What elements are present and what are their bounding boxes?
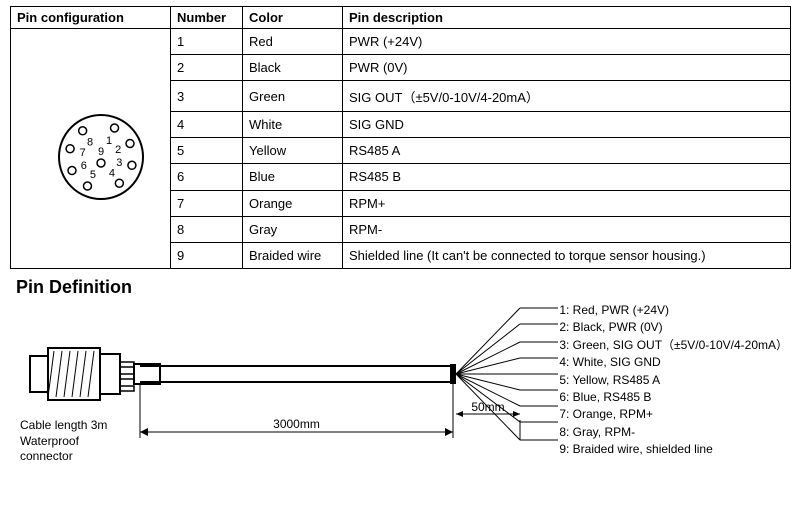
wire-label: 8: Gray, RPM- bbox=[559, 424, 788, 441]
cell-color: Blue bbox=[243, 164, 343, 190]
cell-number: 8 bbox=[171, 216, 243, 242]
wire-label: 3: Green, SIG OUT（±5V/0-10V/4-20mA） bbox=[559, 337, 788, 354]
wire-label: 5: Yellow, RS485 A bbox=[559, 372, 788, 389]
pin-definition-title: Pin Definition bbox=[16, 277, 790, 298]
cable-note: Cable length 3m Waterproof connector bbox=[20, 418, 107, 465]
cell-number: 9 bbox=[171, 242, 243, 268]
wire-label: 6: Blue, RS485 B bbox=[559, 389, 788, 406]
wire-labels: 1: Red, PWR (+24V)2: Black, PWR (0V)3: G… bbox=[559, 302, 788, 459]
cell-number: 3 bbox=[171, 81, 243, 112]
th-desc: Pin description bbox=[343, 7, 791, 29]
wire-label: 2: Black, PWR (0V) bbox=[559, 319, 788, 336]
pin-table: Pin configuration Number Color Pin descr… bbox=[10, 6, 791, 269]
svg-text:5: 5 bbox=[89, 169, 95, 181]
wire-label: 7: Orange, RPM+ bbox=[559, 406, 788, 423]
cell-desc: RS485 A bbox=[343, 138, 791, 164]
cell-color: Gray bbox=[243, 216, 343, 242]
cell-color: Orange bbox=[243, 190, 343, 216]
svg-text:9: 9 bbox=[97, 146, 103, 158]
cell-number: 1 bbox=[171, 29, 243, 55]
cell-desc: SIG OUT（±5V/0-10V/4-20mA） bbox=[343, 81, 791, 112]
cell-color: Black bbox=[243, 55, 343, 81]
cell-desc: SIG GND bbox=[343, 112, 791, 138]
svg-text:3: 3 bbox=[116, 157, 122, 169]
cell-number: 4 bbox=[171, 112, 243, 138]
cell-number: 5 bbox=[171, 138, 243, 164]
cell-color: Red bbox=[243, 29, 343, 55]
wire-label: 9: Braided wire, shielded line bbox=[559, 441, 788, 458]
pin-config-diagram: 1234 56789 bbox=[11, 29, 171, 269]
wire-label: 4: White, SIG GND bbox=[559, 354, 788, 371]
th-number: Number bbox=[171, 7, 243, 29]
pin-definition-diagram: 3000mm 50mm Cable length 3m Waterproof co… bbox=[10, 300, 790, 500]
cell-desc: PWR (+24V) bbox=[343, 29, 791, 55]
cell-number: 6 bbox=[171, 164, 243, 190]
wire-label: 1: Red, PWR (+24V) bbox=[559, 302, 788, 319]
cell-desc: RS485 B bbox=[343, 164, 791, 190]
cell-number: 2 bbox=[171, 55, 243, 81]
svg-text:4: 4 bbox=[108, 168, 114, 180]
cell-color: Green bbox=[243, 81, 343, 112]
svg-text:6: 6 bbox=[80, 160, 86, 172]
svg-text:3000mm: 3000mm bbox=[273, 417, 320, 431]
cell-desc: Shielded line (It can't be connected to … bbox=[343, 242, 791, 268]
cell-desc: PWR (0V) bbox=[343, 55, 791, 81]
th-color: Color bbox=[243, 7, 343, 29]
cell-number: 7 bbox=[171, 190, 243, 216]
svg-text:1: 1 bbox=[105, 135, 111, 147]
svg-text:7: 7 bbox=[79, 147, 85, 159]
svg-text:50mm: 50mm bbox=[471, 400, 504, 414]
svg-text:8: 8 bbox=[87, 136, 93, 148]
cell-desc: RPM- bbox=[343, 216, 791, 242]
cell-color: White bbox=[243, 112, 343, 138]
cell-color: Braided wire bbox=[243, 242, 343, 268]
cell-color: Yellow bbox=[243, 138, 343, 164]
cell-desc: RPM+ bbox=[343, 190, 791, 216]
th-pinconfig: Pin configuration bbox=[11, 7, 171, 29]
svg-text:2: 2 bbox=[115, 144, 121, 156]
